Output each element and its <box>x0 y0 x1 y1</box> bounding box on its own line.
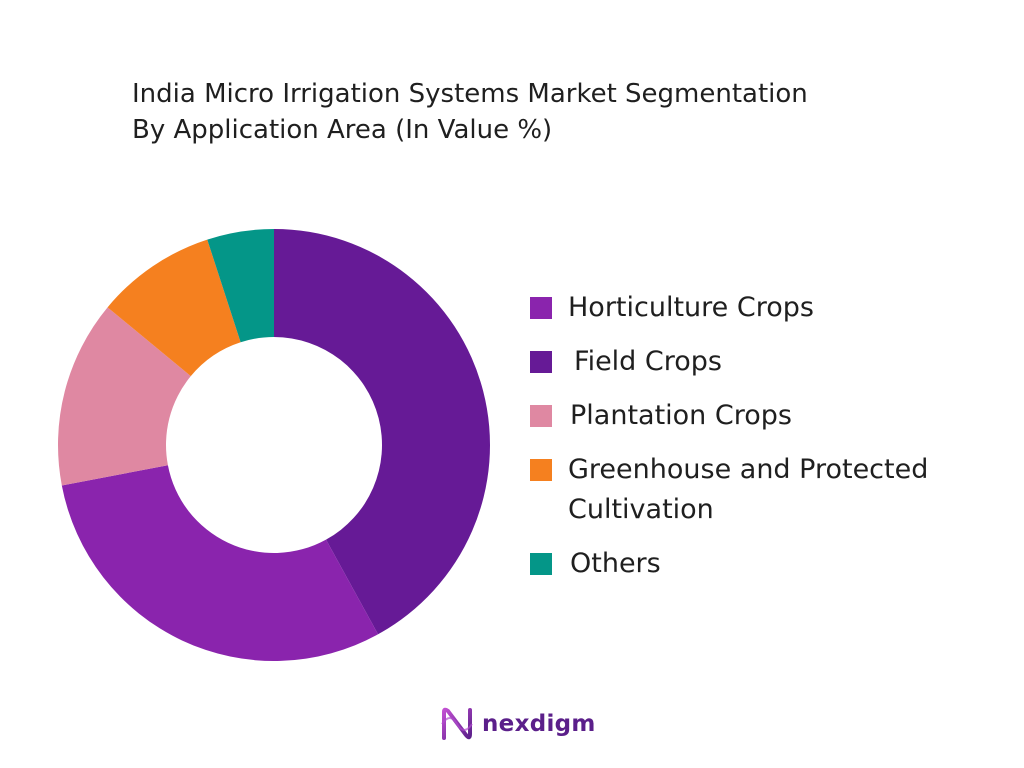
legend-item-field-crops: Field Crops <box>530 342 1000 382</box>
legend-item-plantation-crops: Plantation Crops <box>530 396 1000 436</box>
legend-item-others: Others <box>530 544 1000 584</box>
brand-name: nexdigm <box>482 711 596 737</box>
legend-label-horticulture-crops: Horticulture Crops <box>568 292 814 323</box>
legend-swatch-others <box>530 553 552 575</box>
chart-title-line-1: India Micro Irrigation Systems Market Se… <box>132 79 808 109</box>
legend-item-greenhouse-and-protected-cultivation: Greenhouse and Protected Cultivation <box>530 450 1000 530</box>
donut-slice-others <box>207 229 274 343</box>
legend-label-others: Others <box>570 548 661 579</box>
donut-slice-field-crops <box>274 229 490 635</box>
legend-label-greenhouse-and-protected-cultivation: Greenhouse and Protected Cultivation <box>568 454 929 525</box>
legend-label-plantation-crops: Plantation Crops <box>570 400 792 431</box>
legend-swatch-field-crops <box>530 351 552 373</box>
chart-title-line-2: By Application Area (In Value %) <box>132 115 553 145</box>
brand-logo: nexdigm <box>440 702 596 746</box>
legend-swatch-greenhouse-and-protected-cultivation <box>530 459 552 481</box>
nexdigm-logo-icon <box>441 707 473 740</box>
legend-label-field-crops: Field Crops <box>574 346 722 377</box>
chart-title: India Micro Irrigation Systems Market Se… <box>132 76 808 148</box>
donut-chart <box>58 229 490 661</box>
legend-swatch-plantation-crops <box>530 405 552 427</box>
donut-slice-horticulture-crops <box>61 465 379 661</box>
chart-legend: Horticulture Crops Field Crops Plantatio… <box>530 288 1000 584</box>
donut-slice-plantation-crops <box>58 307 191 486</box>
legend-swatch-horticulture-crops <box>530 297 552 319</box>
donut-slice-greenhouse-and-protected-cultivation <box>107 239 241 377</box>
legend-item-horticulture-crops: Horticulture Crops <box>530 288 1000 328</box>
